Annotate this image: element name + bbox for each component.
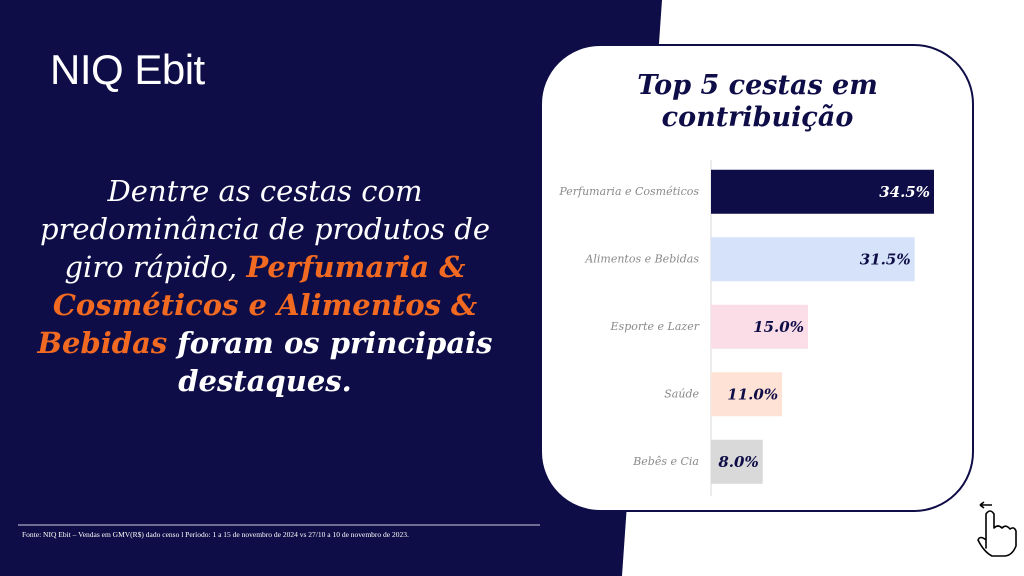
footnote: Fonte: NIQ Ebit – Vendas em GMV(R$) dado… [22, 530, 409, 539]
bar [711, 169, 934, 214]
headline: Dentre as cestas com predominância de pr… [20, 172, 510, 400]
value-label: 11.0% [727, 385, 778, 403]
bar [711, 372, 783, 417]
category-label: Perfumaria e Cosméticos [558, 185, 699, 198]
navy-panel [0, 0, 662, 576]
category-label: Bebês e Cia [632, 455, 699, 468]
value-label: 31.5% [860, 250, 911, 268]
value-label: 34.5% [879, 183, 930, 201]
chart-title: Top 5 cestas em contribuição [637, 70, 878, 133]
headline-text: Dentre as cestas com predominância de pr… [39, 174, 491, 284]
bar [711, 439, 763, 484]
headline-bold: foram os principais destaques. [167, 326, 493, 398]
logo: NIQ Ebit [50, 46, 205, 93]
bar [711, 237, 915, 282]
headline-highlight: Perfumaria & Cosméticos e Alimentos & Be… [37, 250, 478, 360]
category-label: Saúde [664, 387, 699, 400]
bar [711, 304, 808, 349]
value-label: 8.0% [718, 453, 758, 471]
category-label: Esporte e Lazer [610, 320, 700, 333]
hand-icon [977, 501, 1017, 557]
value-label: 15.0% [753, 318, 804, 336]
category-label: Alimentos e Bebidas [584, 252, 699, 265]
